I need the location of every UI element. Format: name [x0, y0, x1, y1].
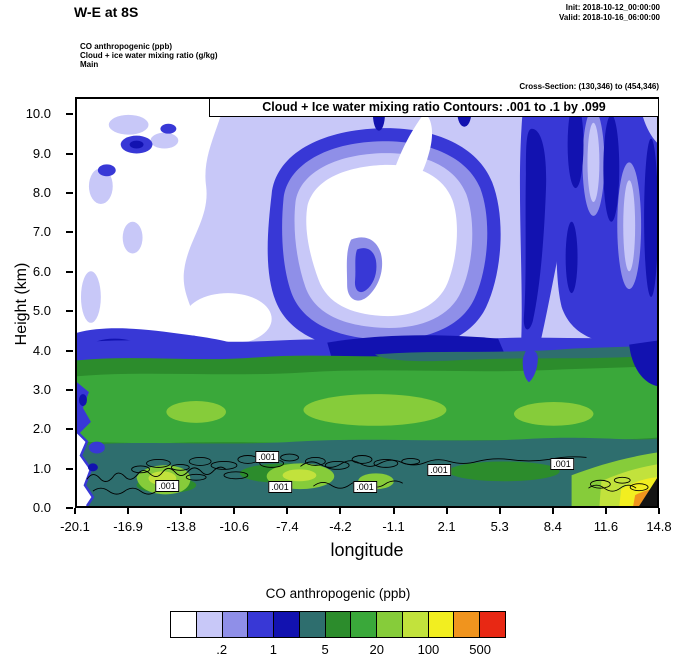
y-tick-label: 4.0	[32, 342, 51, 358]
colorbar-cell	[480, 612, 505, 637]
figure-title: W-E at 8S	[74, 4, 139, 20]
colorbar-cell	[402, 612, 429, 637]
y-tick-mark	[66, 113, 73, 116]
x-tick-mark	[604, 508, 607, 514]
contour-plot-graphic	[77, 99, 657, 506]
y-tick-mark	[66, 310, 73, 313]
x-tick-label: 8.4	[543, 519, 562, 534]
x-tick-mark	[286, 508, 289, 514]
y-tick-label: 8.0	[32, 185, 51, 201]
y-tick-label: 1.0	[32, 460, 51, 476]
x-tick-label: -4.2	[329, 519, 352, 534]
contour-value-label: .001	[427, 464, 451, 476]
y-tick-label: 0.0	[32, 500, 51, 515]
y-tick-mark	[66, 152, 73, 155]
contour-field-label: Cloud + ice water mixing ratio (g/kg)	[80, 51, 218, 60]
y-tick-mark	[66, 192, 73, 195]
x-tick-mark	[180, 508, 183, 514]
colorbar-scale-label: 1	[269, 642, 277, 657]
x-tick-label: -20.1	[60, 519, 90, 534]
x-tick-label: -1.1	[382, 519, 405, 534]
y-tick-mark	[66, 388, 73, 391]
x-tick-label: -10.6	[219, 519, 250, 534]
colorbar-cell	[171, 612, 197, 637]
colorbar-scale-label: 20	[369, 642, 384, 657]
init-timestamp: Init: 2018-10-12_00:00:00	[565, 3, 660, 12]
contour-value-label: .001	[255, 451, 279, 463]
contour-value-label: .001	[268, 481, 292, 493]
shaded-field-label: CO anthropogenic (ppb)	[80, 42, 172, 51]
x-tick-label: 11.6	[593, 519, 619, 534]
y-tick-mark	[66, 507, 73, 509]
x-tick-label: -7.4	[276, 519, 299, 534]
x-tick-label: 5.3	[490, 519, 509, 534]
y-tick-mark	[66, 349, 73, 352]
colorbar-cell	[248, 612, 275, 637]
plot-area: Cloud + Ice water mixing ratio Contours:…	[75, 97, 659, 508]
y-tick-label: 5.0	[32, 303, 51, 319]
colorbar-cells	[170, 611, 506, 638]
y-axis: 0.0 1.0 2.0 3.0 4.0 5.0 6.0 7.0 8.0 9.0 10.0	[26, 97, 76, 515]
x-tick-label: 14.8	[646, 519, 672, 534]
contour-value-label: .001	[353, 481, 377, 493]
y-tick-label: 2.0	[32, 421, 51, 437]
colorbar-title: CO anthropogenic (ppb)	[265, 586, 411, 601]
x-tick-mark	[74, 508, 76, 514]
x-tick-mark	[339, 508, 342, 514]
x-tick-label: -16.9	[113, 519, 143, 534]
colorbar-cell	[454, 612, 481, 637]
x-tick-mark	[445, 508, 448, 514]
colorbar-cell	[299, 612, 326, 637]
grid-label: Main	[80, 60, 99, 69]
colorbar-scale-label: 5	[321, 642, 329, 657]
y-tick-label: 10.0	[25, 106, 51, 122]
contour-title: Cloud + Ice water mixing ratio Contours:…	[209, 98, 659, 117]
x-axis-title: longitude	[330, 540, 404, 560]
colorbar-scale-label: .2	[216, 642, 228, 657]
run-timestamps: Init: 2018-10-12_00:00:00 Valid: 2018-10…	[559, 3, 660, 23]
y-tick-mark	[66, 428, 73, 431]
valid-timestamp: Valid: 2018-10-16_06:00:00	[559, 13, 660, 22]
contour-value-label: .001	[155, 480, 179, 492]
colorbar-labels: .2 1 5 20 100 500	[170, 642, 506, 658]
colorbar-scale-label: 500	[469, 642, 491, 657]
colorbar-cell	[351, 612, 378, 637]
colorbar-cell	[222, 612, 249, 637]
y-tick-mark	[66, 231, 73, 234]
x-tick-mark	[551, 508, 554, 514]
cloud-contour-lines	[86, 453, 649, 495]
y-tick-label: 7.0	[32, 224, 51, 240]
contour-value-label: .001	[550, 458, 574, 470]
colorbar-cell	[274, 612, 300, 637]
x-tick-mark	[657, 508, 660, 514]
colorbar-scale-label: 100	[417, 642, 440, 657]
x-axis: -20.1 -16.9 -13.8 -10.6 -7.4 -4.2 -1.1 2.1 5.3 8.…	[60, 508, 672, 548]
cross-section-coordinates: Cross-Section: (130,346) to (454,346)	[519, 82, 659, 91]
y-tick-label: 6.0	[32, 263, 51, 279]
y-tick-mark	[66, 467, 73, 470]
colorbar-cell	[428, 612, 455, 637]
y-tick-label: 9.0	[32, 145, 51, 161]
x-tick-label: -13.8	[166, 519, 196, 534]
colorbar-cell	[325, 612, 352, 637]
y-tick-mark	[66, 270, 73, 273]
field-descriptions: CO anthropogenic (ppb) Cloud + ice water…	[80, 42, 218, 69]
x-tick-mark	[392, 508, 395, 514]
x-tick-label: 2.1	[437, 519, 456, 534]
x-tick-mark	[233, 508, 236, 514]
colorbar-cell	[196, 612, 223, 637]
x-tick-mark	[498, 508, 501, 514]
x-tick-mark	[127, 508, 130, 514]
y-tick-label: 3.0	[32, 381, 51, 397]
colorbar-cell	[377, 612, 403, 637]
